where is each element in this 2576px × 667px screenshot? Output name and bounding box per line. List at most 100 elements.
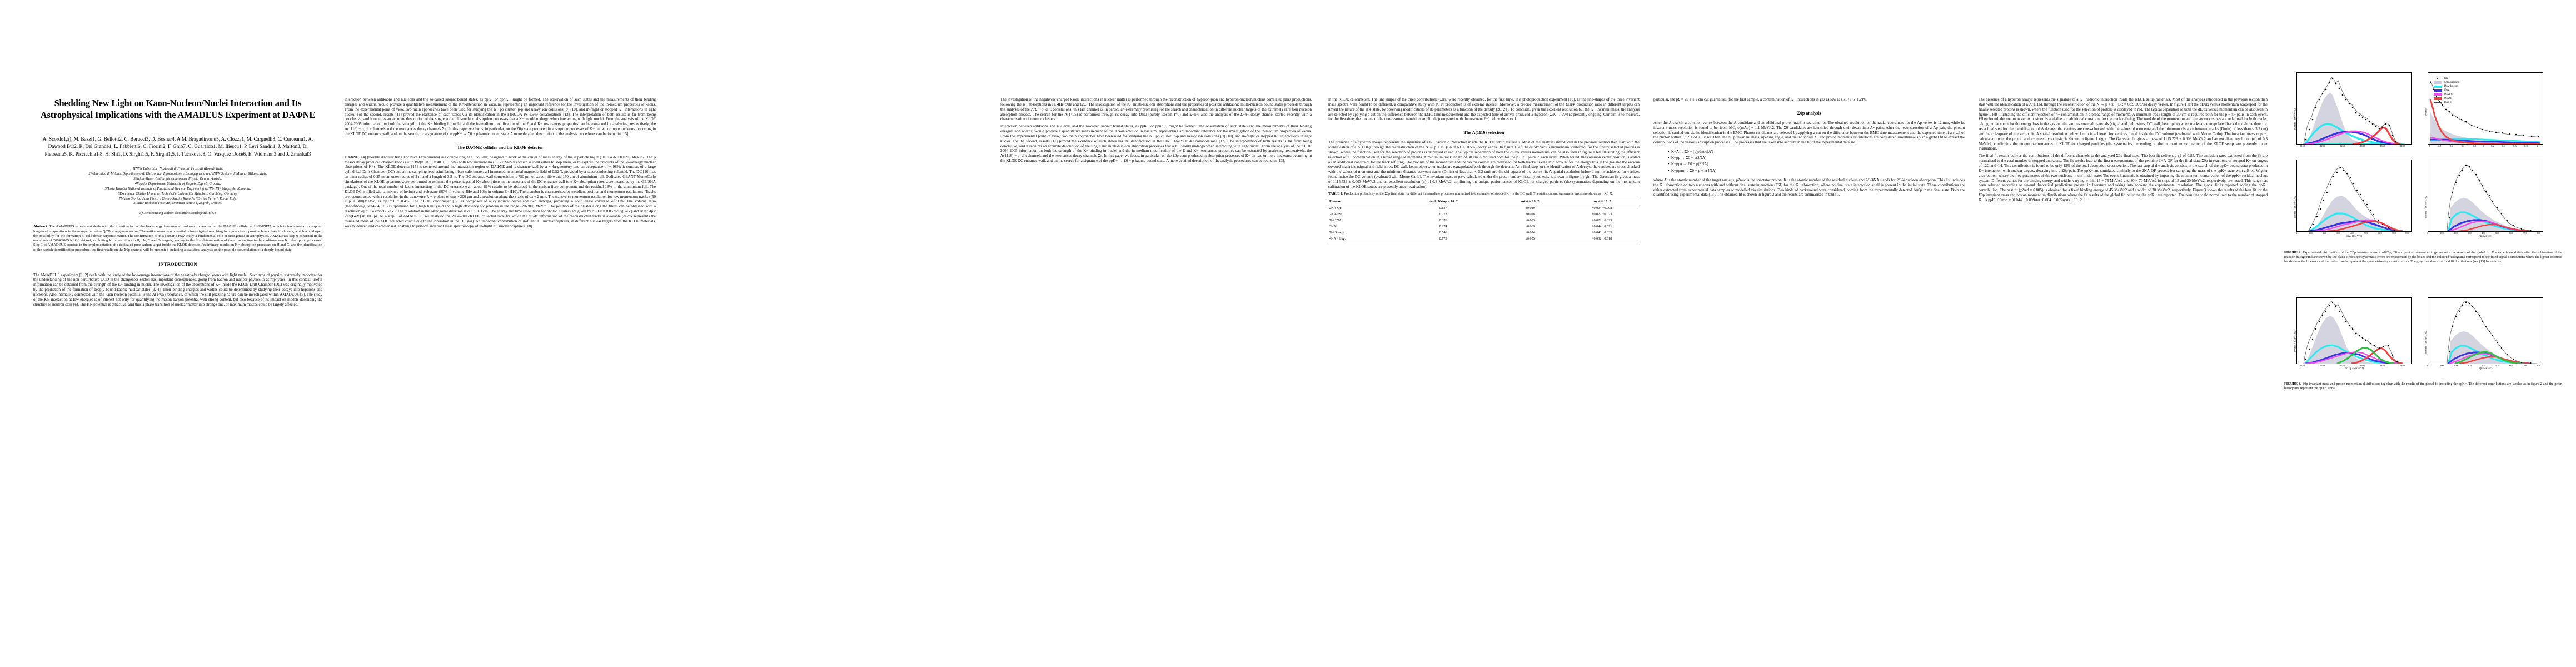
panel-d-xtick: 300: [2468, 232, 2472, 235]
figure-3-panel-2-data-points: [2448, 301, 2532, 364]
abstract-label: Abstract.: [33, 225, 48, 229]
panel-b-xtick: −0.8: [2437, 145, 2442, 147]
panel-c-x-axis-label: PΣ0 (MeV/c): [2346, 235, 2362, 238]
lambda-paragraph-1: The presence of a hyperon always represe…: [1328, 140, 1640, 189]
panel-a-plot: events / 6MeV/c2 Entries 9738 a): [2294, 72, 2412, 145]
panel-c-data-points: [2309, 167, 2396, 231]
panel-d-xtick: 500: [2495, 232, 2499, 235]
author-list: A. Scordo1,a), M. Bazzi1, G. Bellotti2, …: [42, 136, 313, 157]
figure-2-panel-a: events / 6MeV/c2 Entries 9738 a): [2284, 72, 2412, 157]
figure-2-caption-text: Experimental distributions of the Σ0p in…: [2284, 251, 2562, 263]
fig3-p2-x-axis-label: Pp (MeV/c): [2478, 366, 2493, 370]
table-1-label: TABLE 1.: [1328, 191, 1343, 196]
cell-yield: 0.773: [1390, 236, 1496, 243]
figure-3: events / 6MeV/c2: [2284, 297, 2562, 391]
panel-a-canvas: [2297, 73, 2411, 144]
section-heading-dafne-kloe: The DAΦNE collider and the KLOE detector: [457, 145, 544, 150]
panel-b-xtick: 0.8: [2524, 145, 2528, 147]
panel-a-xtick: 2300: [2360, 145, 2365, 147]
figure-3-label: FIGURE 3.: [2284, 381, 2301, 386]
legend-label: data: [2444, 77, 2448, 80]
figure-2-row-2: events / 16MeV/c2 c): [2284, 160, 2562, 248]
figure-3-panel-2: events / 16MeV/c2: [2415, 297, 2543, 379]
figure-3-panel-2-canvas: [2428, 297, 2543, 364]
process-equation-list: • K−A → Σ0 − (p)p2nuc(A′) • K−pp → Σ0 − …: [1668, 149, 1965, 174]
panel-b-xtick: −0.2: [2472, 145, 2477, 147]
figure-2-panel-c: events / 16MeV/c2 c): [2284, 160, 2412, 248]
equation-item: • K−pp → Σ0 − p(2NA): [1668, 156, 1707, 161]
fig3-p2-xtick: 0: [2427, 364, 2429, 367]
fig3-p1-xtick: 2400: [2400, 364, 2405, 367]
cell-syst: +0.048 −0.033: [1591, 230, 1612, 235]
panel-b-xtick: 0: [2483, 145, 2485, 147]
legend-label: 3NA: [2444, 89, 2449, 92]
panel-a-data-points: [2305, 77, 2397, 143]
cell-yield: 0.376: [1439, 218, 1447, 222]
col2-paragraph-1: interaction between antikaons and nucleo…: [345, 97, 656, 136]
fig3-p2-xtick: 700: [2523, 364, 2527, 367]
col4-paragraph-2: interaction between antikaons and nucleo…: [1000, 124, 1312, 163]
abstract: Abstract. The AMADEUS experiment deals w…: [33, 225, 322, 252]
legend-item-3na: 3NA: [2434, 88, 2459, 92]
cell-process: 2NA-QF: [1329, 206, 1342, 210]
fig3-p1-x-axis-label: mΣ0p (MeV/c2): [2345, 366, 2364, 370]
affiliation-item: 3Stefan-Meyer-Institut für subatomare Ph…: [133, 176, 222, 181]
table-row: Tot 2NA 0.376 ±0.033 +0.022 −0.023: [1328, 217, 1640, 223]
page-title: Shedding New Light on Kaon-Nucleon/Nucle…: [40, 98, 316, 121]
table-col-sigma-stat: σstat × 10−2: [1496, 198, 1564, 206]
legend-item-2naqf: 2NA QF: [2434, 97, 2459, 101]
panel-d-xtick: 0: [2427, 232, 2429, 235]
legend-swatch-pi0: [2434, 81, 2442, 84]
fig3-p2-xtick: 800: [2537, 364, 2540, 367]
figure-3-caption-text: Σ0p invariant mass and proton momentum d…: [2284, 381, 2562, 390]
figure-2-caption: FIGURE 2. Experimental distributions of …: [2284, 251, 2562, 264]
figure-2-label: FIGURE 2.: [2284, 251, 2301, 255]
panel-d-xtick: 600: [2509, 232, 2513, 235]
figure-2-row-1: events / 6MeV/c2 Entries 9738 a): [2284, 72, 2562, 157]
equation-text: K−ppnn → Σ0 − p − n(4NA): [1671, 168, 1717, 173]
cell-syst: +0.022 −0.023: [1591, 212, 1612, 216]
fig3-p2-xtick: 300: [2468, 364, 2472, 367]
panel-a-xtick: 2200: [2320, 145, 2325, 147]
figure-3-panel-1: events / 6MeV/c2: [2284, 297, 2412, 379]
column-4: The investigation of the negatively char…: [1000, 0, 1312, 166]
legend-item-total: Total fit: [2434, 101, 2459, 104]
cell-stat: ±0.069: [1525, 224, 1535, 228]
cell-syst: +0.004 −0.008: [1591, 206, 1612, 210]
cell-stat: ±0.028: [1525, 212, 1535, 216]
panel-c-plot: events / 16MeV/c2 c): [2294, 160, 2412, 232]
column-1: Shedding New Light on Kaon-Nucleon/Nucle…: [33, 0, 322, 310]
panel-c-xtick: 500: [2364, 232, 2368, 235]
panel-b-xtick: 1: [2537, 145, 2538, 147]
panel-b-xtick: 0.6: [2513, 145, 2517, 147]
col4-paragraph-1: The investigation of the negatively char…: [1000, 97, 1312, 122]
panel-d-x-axis-label: Pp (MeV/c): [2478, 235, 2493, 238]
fig3-p1-xtick: 2350: [2380, 364, 2385, 367]
section-heading-introduction: INTRODUCTION: [158, 262, 197, 267]
figure-2-panel-d: events / 16MeV/c2 d): [2415, 160, 2543, 248]
equation-item: • K−A → Σ0 − (p)p2nuc(A′): [1668, 150, 1713, 155]
panel-d-xtick: 100: [2440, 232, 2444, 235]
table-1-body: 2NA-QF 0.127 ±0.019 +0.004 −0.008 2NA-FS…: [1328, 205, 1640, 243]
panel-c-xtick: 100: [2309, 232, 2313, 235]
equation-text: K−A → Σ0 − (p)p2nuc(A′): [1671, 150, 1713, 155]
panel-c-xtick: 0: [2296, 232, 2298, 235]
cell-stat: ±0.019: [1525, 206, 1535, 210]
legend-label: 4NA+Uncorr.: [2444, 85, 2458, 88]
fig3-p1-xtick: 2150: [2300, 364, 2305, 367]
fig3-p1-xtick: 2200: [2320, 364, 2325, 367]
affiliation-item: 4Physics Department, University of Zagre…: [134, 181, 221, 186]
dafne-paragraph-1: DAΦNE [14] (Double Annular Ring For Nice…: [345, 155, 656, 228]
table-row: Tot Steady 0.546 ±0.074 +0.048 −0.033: [1328, 230, 1640, 236]
fig3-p2-xtick: 200: [2454, 364, 2458, 367]
table-row: 3NA 0.274 ±0.069 +0.044 −0.021: [1328, 223, 1640, 230]
legend-swatch-2naqf: [2434, 97, 2442, 100]
panel-b-plot: events b): [2425, 72, 2543, 145]
panel-d-xtick: 700: [2523, 232, 2527, 235]
figure-2-legend: data π0 background 4NA+Uncorr. 3NA 2NA F…: [2434, 77, 2459, 104]
panel-c-xtick: 600: [2378, 232, 2382, 235]
panel-b-xtick: 0.2: [2491, 145, 2494, 147]
col5-paragraph-1: in the KLOE calorimeter). The line shape…: [1328, 97, 1640, 122]
affiliation-item: 5Horia Hulubei National Institute of Phy…: [104, 186, 251, 191]
legend-item-data: data: [2434, 77, 2459, 81]
